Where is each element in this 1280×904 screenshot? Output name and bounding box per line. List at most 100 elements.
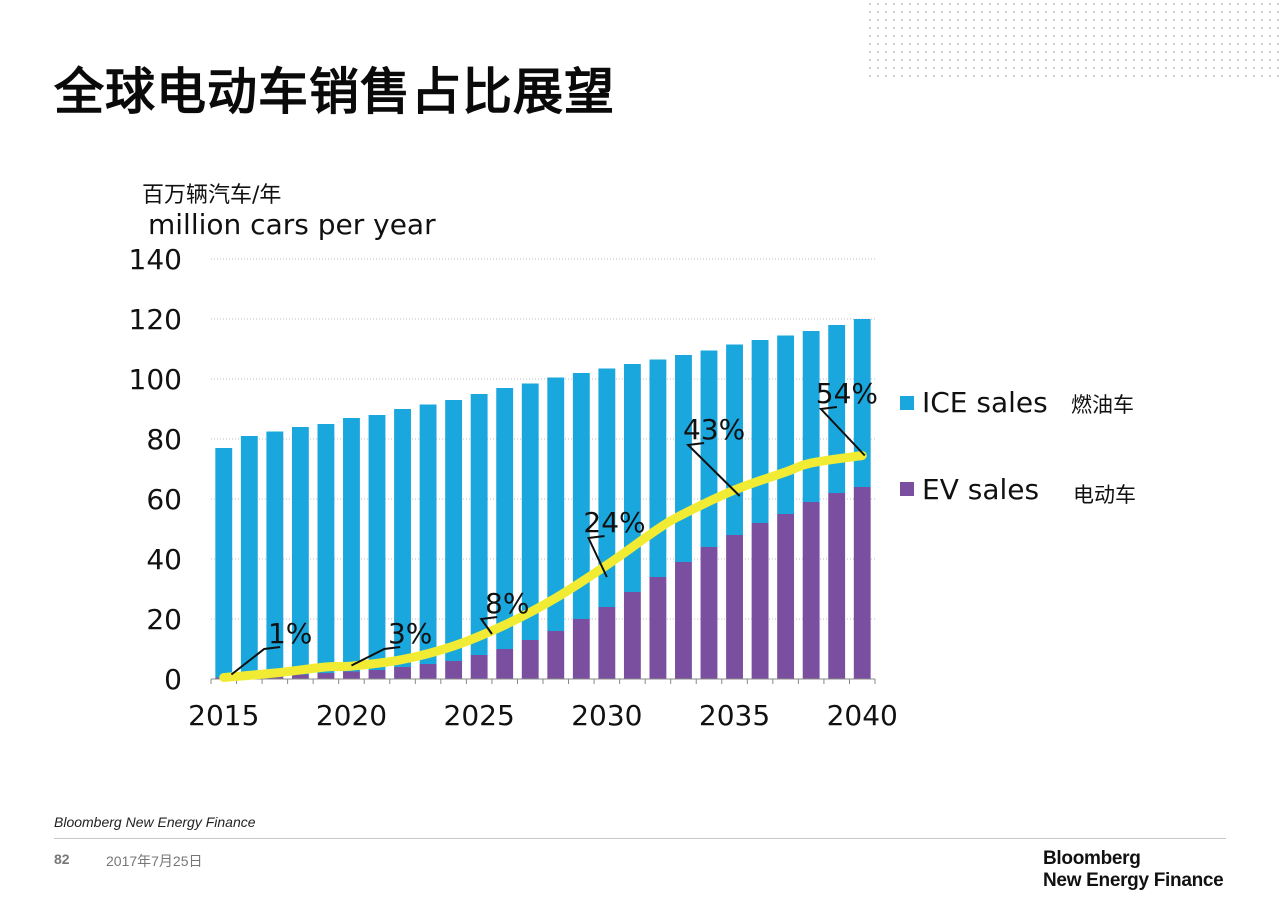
bar-ev-2039 xyxy=(828,493,846,679)
bar-ice-2029 xyxy=(572,373,590,619)
bars xyxy=(215,319,871,679)
annotation-label-0: 1% xyxy=(268,617,312,650)
bar-ice-2022 xyxy=(394,409,411,667)
x-tick-2015: 2015 xyxy=(188,699,259,732)
bar-ice-2040 xyxy=(853,319,871,487)
bar-ice-2036 xyxy=(751,340,769,523)
annotation-label-5: 54% xyxy=(816,377,878,410)
annotation-leader-2 xyxy=(479,616,498,635)
bar-ice-2017 xyxy=(266,431,284,676)
logo-line-1: Bloomberg xyxy=(1043,848,1141,869)
annotation-leader-0 xyxy=(230,646,281,676)
annotation-leader-1 xyxy=(351,646,401,667)
bar-ice-2033 xyxy=(675,355,692,562)
y-tick-120: 120 xyxy=(129,303,182,336)
annotation-label-1: 3% xyxy=(388,617,432,650)
bar-ev-2027 xyxy=(521,640,539,679)
bar-ice-2026 xyxy=(496,388,514,649)
annotation-label-2: 8% xyxy=(485,587,529,620)
x-tick-2035: 2035 xyxy=(699,699,770,732)
bar-ev-2020 xyxy=(343,671,360,679)
bar-ice-2020 xyxy=(343,418,360,672)
bar-ice-2024 xyxy=(445,400,463,661)
x-tick-2040: 2040 xyxy=(827,699,898,732)
bar-ev-2018 xyxy=(291,674,309,679)
ev-share-line xyxy=(219,451,867,682)
bar-ice-2030 xyxy=(598,368,616,607)
x-tick-labels: 2015 2020 2025 2030 2035 2040 xyxy=(188,699,898,732)
annotation-label-3: 24% xyxy=(583,506,645,539)
bar-ev-2033 xyxy=(675,562,692,679)
x-tick-2020: 2020 xyxy=(316,699,387,732)
logo-line-2: New Energy Finance xyxy=(1043,870,1224,891)
bar-ice-2031 xyxy=(623,364,641,592)
bar-ev-2040 xyxy=(853,487,871,679)
bar-ice-2025 xyxy=(470,394,488,655)
annotations: 1% 3% 8% 24% 43% 54% xyxy=(230,377,878,676)
source-note: Bloomberg New Energy Finance xyxy=(54,814,256,830)
annotation-label-4: 43% xyxy=(683,413,745,446)
legend-ev-swatch xyxy=(900,482,914,496)
x-tick-2025: 2025 xyxy=(444,699,515,732)
y-tick-40: 40 xyxy=(146,543,182,576)
y-tick-80: 80 xyxy=(146,423,182,456)
bar-ice-2016 xyxy=(240,436,258,677)
annotation-leader-3 xyxy=(587,535,608,578)
legend-ev-label: EV sales xyxy=(922,473,1039,506)
grid-lines xyxy=(211,258,875,620)
legend-ev-label-cn: 电动车 xyxy=(1073,483,1136,507)
bar-ice-2028 xyxy=(547,377,565,631)
bar-ev-2023 xyxy=(419,664,437,679)
bar-ice-2023 xyxy=(419,404,437,664)
bar-ice-2039 xyxy=(828,325,846,493)
bar-ev-2030 xyxy=(598,607,616,679)
bar-ice-2038 xyxy=(802,331,820,502)
bar-ice-2034 xyxy=(700,350,718,547)
bar-ev-2034 xyxy=(700,547,718,679)
x-tick-2030: 2030 xyxy=(571,699,642,732)
footer-rule xyxy=(54,838,1226,839)
y-tick-60: 60 xyxy=(146,483,182,516)
y-tick-140: 140 xyxy=(129,243,182,276)
bnef-logo: Bloomberg New Energy Finance xyxy=(1043,848,1224,892)
y-axis-label-cn: 百万辆汽车/年 xyxy=(142,183,281,208)
dot-pattern xyxy=(866,0,1280,78)
x-axis-ticks xyxy=(210,679,876,684)
y-axis-label: million cars per year xyxy=(148,208,436,241)
bar-ev-2037 xyxy=(777,514,795,679)
page-title: 全球电动车销售占比展望 xyxy=(54,63,615,121)
bar-ice-2018 xyxy=(291,427,309,675)
bar-ev-2026 xyxy=(496,649,514,679)
bar-ev-2038 xyxy=(802,502,820,679)
bar-ice-2032 xyxy=(649,359,667,577)
y-tick-0: 0 xyxy=(164,663,182,696)
bar-ev-2035 xyxy=(726,535,743,679)
page-number: 82 xyxy=(54,851,70,867)
bar-ev-2032 xyxy=(649,577,667,679)
y-tick-labels: 0 20 40 60 80 100 120 140 xyxy=(129,243,182,696)
y-tick-100: 100 xyxy=(129,363,182,396)
annotation-leader-4 xyxy=(685,442,741,497)
legend-ice-swatch xyxy=(900,396,914,410)
bar-ev-2021 xyxy=(368,670,386,679)
bar-ice-2037 xyxy=(777,335,795,514)
bar-ev-2024 xyxy=(445,661,463,679)
bar-ice-2015 xyxy=(215,448,233,678)
legend: ICE sales 燃油车 EV sales 电动车 xyxy=(900,386,1136,507)
annotation-leader-5 xyxy=(818,406,866,457)
bar-ice-2027 xyxy=(521,383,539,640)
bar-ice-2019 xyxy=(317,424,335,673)
bar-ev-2019 xyxy=(317,673,335,679)
bar-ice-2021 xyxy=(368,415,386,670)
y-tick-20: 20 xyxy=(146,603,182,636)
legend-ice-label: ICE sales xyxy=(922,386,1048,419)
bar-ev-2031 xyxy=(623,592,641,679)
bar-ev-2022 xyxy=(394,667,411,679)
bar-ev-2029 xyxy=(572,619,590,679)
legend-ice-label-cn: 燃油车 xyxy=(1071,393,1134,417)
bar-ev-2025 xyxy=(470,655,488,679)
footer-date: 2017年7月25日 xyxy=(106,853,203,869)
bar-ev-2036 xyxy=(751,523,769,679)
bar-ev-2028 xyxy=(547,631,565,679)
